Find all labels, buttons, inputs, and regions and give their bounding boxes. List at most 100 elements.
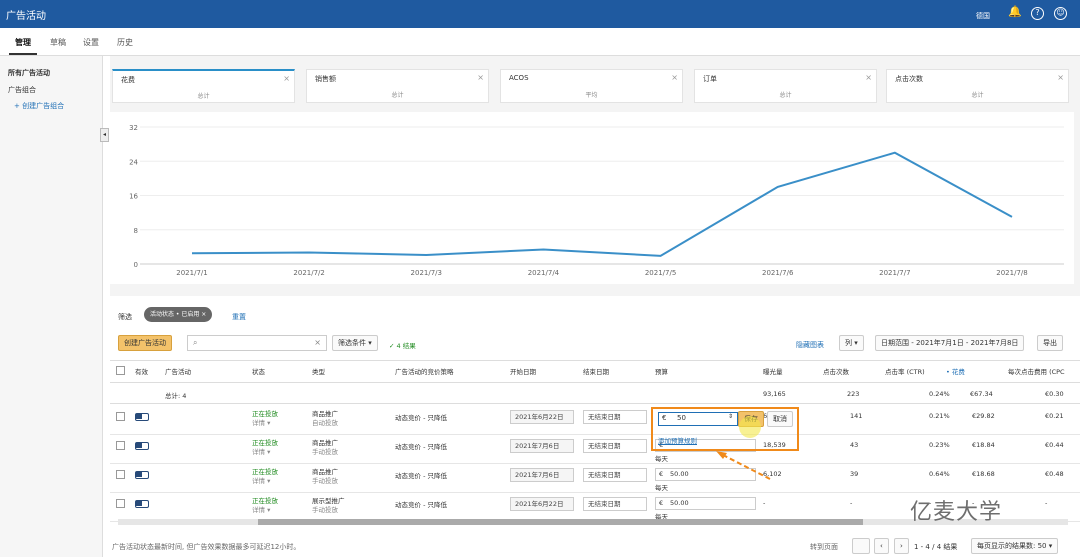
active-toggle[interactable] [135,500,149,508]
active-toggle[interactable] [135,442,149,450]
col-start-date[interactable]: 开始日期 [510,368,536,376]
metric-card-spend[interactable]: 花费 × 总计 [112,69,295,103]
horizontal-scrollbar[interactable] [118,519,1068,525]
row-checkbox[interactable] [116,499,125,508]
start-date-input[interactable]: 2021年7月6日 [510,439,574,453]
impressions-value: 6,102 [763,470,782,478]
x-tick-label: 2021/7/5 [645,269,676,277]
y-tick-label: 8 [134,227,138,235]
col-impressions[interactable]: 曝光量 [763,368,783,376]
x-tick-label: 2021/7/4 [528,269,560,277]
budget-edit-input[interactable]: € 50 ⇕ [658,412,738,426]
select-all-checkbox[interactable] [116,366,125,375]
col-bidding[interactable]: 广告活动的竞价策略 [395,368,454,376]
active-toggle[interactable] [135,471,149,479]
col-clicks[interactable]: 点击次数 [823,368,849,376]
filter-chip[interactable]: 活动状态 • 已启用 × [144,307,213,322]
row-checkbox[interactable] [116,441,125,450]
main-content: 花费 × 总计 销售额 × 总计 ACOS × 平均 订单 × 总计 点击次数 × 总计 … [110,56,1080,557]
close-icon[interactable]: × [865,73,872,82]
row-checkbox[interactable] [116,412,125,421]
hide-chart-link[interactable]: 隐藏图表 [796,341,824,349]
collapse-sidebar-button[interactable]: ◂ [100,128,109,142]
bell-icon[interactable]: 🔔 [1008,5,1022,18]
cancel-button[interactable]: 取消 [767,411,793,427]
col-ctr[interactable]: 点击率 (CTR) [885,368,925,376]
end-date-input[interactable]: 无结束日期 [583,468,647,482]
targeting-text: 手动投放 [312,477,338,485]
line-chart: 32 24 16 8 0 2021/7/1 2021/7/2 2021/7/3 2021/7/4… [129,124,1064,277]
tab-settings[interactable]: 设置 [83,38,99,47]
y-tick-label: 16 [129,193,138,201]
tab-manage[interactable]: 管理 [9,38,37,55]
end-date-input[interactable]: 无结束日期 [583,410,647,424]
col-active[interactable]: 有效 [135,368,148,376]
close-icon[interactable]: × [1057,73,1064,82]
columns-dropdown[interactable]: 列 ▾ [839,335,864,351]
budget-input[interactable]: €50.00 [655,497,756,510]
end-date-input[interactable]: 无结束日期 [583,497,647,511]
marketplace-selector[interactable]: 德国 [976,12,990,20]
budget-input[interactable]: € [655,439,756,452]
export-button[interactable]: 导出 [1037,335,1063,351]
bidding-text: 动态竞价 - 只降低 [395,414,447,422]
add-budget-rule-link[interactable]: 添加预算规则 [658,437,697,445]
metric-card-orders[interactable]: 订单 × 总计 [694,69,877,103]
close-icon[interactable]: × [283,74,290,83]
spend-value: €18.68 [972,470,995,478]
reset-link[interactable]: 重置 [232,313,246,321]
start-date-input[interactable]: 2021年7月6日 [510,468,574,482]
col-budget[interactable]: 预算 [655,368,668,376]
x-tick-label: 2021/7/1 [176,269,207,277]
col-end-date[interactable]: 结束日期 [583,368,609,376]
account-icon[interactable]: ☺ [1054,7,1067,20]
search-input[interactable]: ⌕ × [187,335,327,351]
status-detail-link[interactable]: 详情 ▾ [252,448,271,456]
clicks-value: 39 [850,470,859,478]
x-tick-label: 2021/7/6 [762,269,794,277]
metric-card-acos[interactable]: ACOS × 平均 [500,69,683,103]
date-range-button[interactable]: 日期范围 - 2021年7月1日 - 2021年7月8日 [875,335,1025,351]
portfolio-heading: 广告组合 [8,86,36,94]
create-campaign-button[interactable]: 创建广告活动 [118,335,172,351]
tab-history[interactable]: 历史 [117,38,133,47]
x-tick-label: 2021/7/7 [879,269,910,277]
col-campaign[interactable]: 广告活动 [165,368,191,376]
stepper-icon[interactable]: ⇕ [727,413,733,420]
end-date-input[interactable]: 无结束日期 [583,439,647,453]
result-count: ✓ 4 结果 [389,342,416,350]
clicks-value: 43 [850,441,859,449]
tab-drafts[interactable]: 草稿 [50,38,66,47]
metric-card-sales[interactable]: 销售额 × 总计 [306,69,489,103]
page-number-input[interactable] [852,538,870,554]
row-checkbox[interactable] [116,470,125,479]
all-campaigns-link[interactable]: 所有广告活动 [8,69,50,77]
clear-icon[interactable]: × [314,338,321,347]
col-cpc[interactable]: 每次点击费用 (CPC [1008,368,1065,376]
next-page-button[interactable]: › [894,538,909,554]
help-icon[interactable]: ? [1031,7,1044,20]
status-detail-link[interactable]: 详情 ▾ [252,506,271,514]
col-type[interactable]: 类型 [312,368,325,376]
create-portfolio-link[interactable]: + 创建广告组合 [14,102,65,110]
status-text: 正在投放 [252,439,278,447]
close-icon[interactable]: × [477,73,484,82]
col-spend[interactable]: • 花费 [946,368,965,376]
prev-page-button[interactable]: ‹ [874,538,889,554]
close-icon[interactable]: × [671,73,678,82]
start-date-input[interactable]: 2021年6月22日 [510,410,574,424]
start-date-input[interactable]: 2021年6月22日 [510,497,574,511]
per-page-dropdown[interactable]: 每页显示的结果数: 50 ▾ [971,538,1059,554]
targeting-text: 手动投放 [312,506,338,514]
filter-conditions-dropdown[interactable]: 筛选条件 ▾ [332,335,378,351]
status-detail-link[interactable]: 详情 ▾ [252,477,271,485]
budget-input[interactable]: €50.00 [655,468,756,481]
status-detail-link[interactable]: 详情 ▾ [252,419,271,427]
cpc-value: €0.21 [1045,412,1064,420]
col-status[interactable]: 状态 [252,368,265,376]
metric-card-clicks[interactable]: 点击次数 × 总计 [886,69,1069,103]
x-tick-label: 2021/7/2 [293,269,324,277]
impressions-value: 18,539 [763,441,786,449]
ctr-value: 0.23% [929,441,950,449]
active-toggle[interactable] [135,413,149,421]
